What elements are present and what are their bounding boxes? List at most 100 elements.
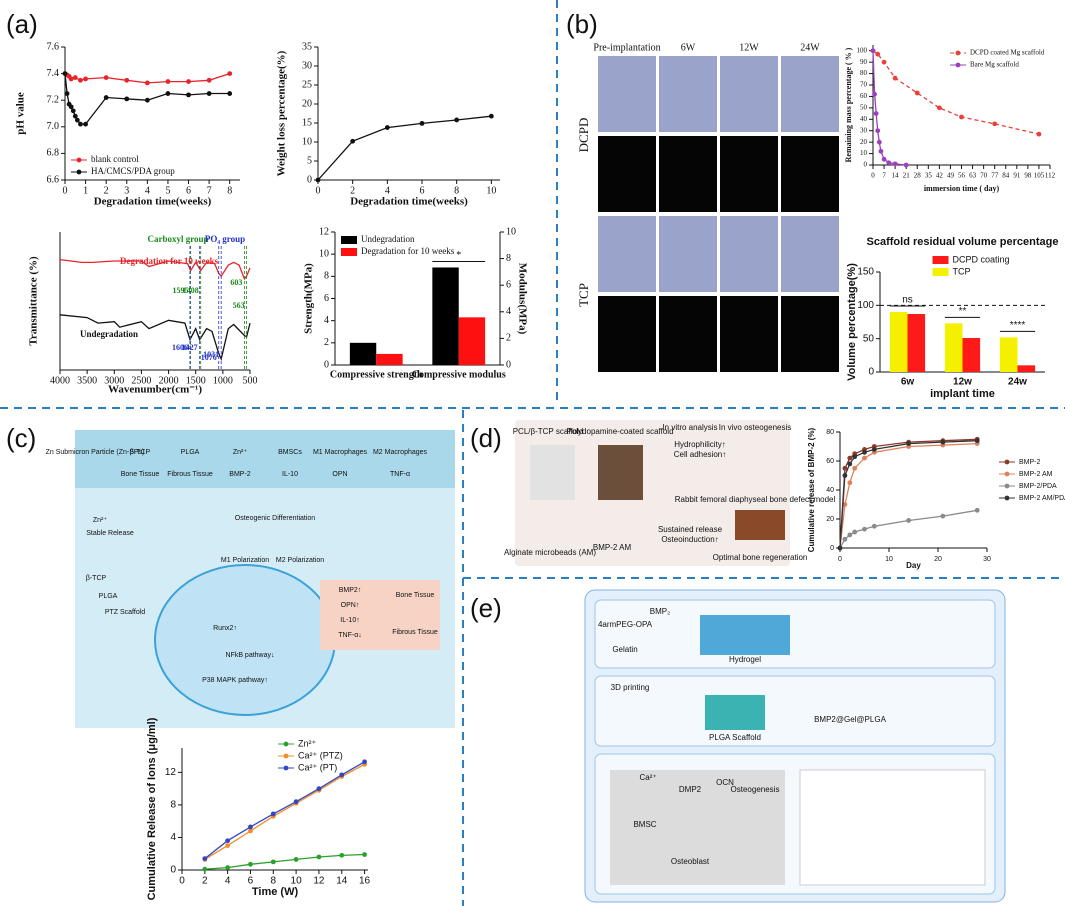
series-line (204, 853, 365, 870)
y-tick-label: 2 (324, 337, 329, 348)
photo (659, 136, 717, 212)
joints (799, 769, 986, 886)
point (362, 852, 367, 857)
bar (349, 342, 377, 365)
point (903, 162, 909, 168)
cell (154, 564, 336, 716)
significance: ns (902, 295, 913, 306)
x-tick-label: 20 (934, 556, 942, 563)
x-tick-label: 0 (838, 556, 842, 563)
panel-label: (e) (470, 593, 502, 623)
photo (598, 56, 656, 132)
legend-label: Bare Mg scaffold (970, 61, 1019, 69)
bone-image (735, 510, 785, 540)
point (881, 156, 887, 162)
photo (720, 296, 778, 372)
y-axis-title: Volume percentage(%) (846, 263, 858, 381)
point (103, 75, 109, 80)
x-tick-label: 24w (1008, 377, 1027, 388)
diagram-label: OCN (716, 778, 734, 787)
x-tick-label: 8 (271, 876, 277, 887)
y2-axis-title: Modulus(MPa) (516, 263, 528, 335)
diagram-label: IL-10 (282, 471, 298, 478)
diagram-label: BMP2↑ (339, 587, 362, 594)
x-tick-label: 2500 (131, 375, 151, 386)
point (847, 461, 853, 467)
diagram-label: In vivo osteogenesis (719, 423, 792, 432)
x-tick-label: 7 (207, 185, 212, 196)
point (293, 857, 299, 862)
diagram-label: Stable Release (86, 530, 134, 537)
point (892, 75, 898, 81)
photo (720, 136, 778, 212)
legend-marker (76, 169, 82, 175)
diagram-label: Gelatin (612, 645, 637, 654)
x-tick-label: 30 (983, 556, 991, 563)
y-tick-label: 60 (826, 458, 834, 465)
y-tick-label: 60 (860, 92, 868, 100)
x-axis-title: Time (W) (252, 886, 299, 898)
point (959, 114, 964, 120)
x-axis-title: Wavenumber(cm⁻¹) (108, 384, 202, 396)
point (454, 117, 460, 123)
y-tick-label: 6 (324, 293, 329, 304)
series-line (872, 50, 907, 166)
x-tick-label: 105 (1034, 172, 1045, 180)
legend-label: Degradation for 10 weeks (361, 246, 455, 256)
x-tick-label: 77 (991, 172, 999, 180)
y-tick-label: 7.6 (47, 41, 60, 52)
diagram-label: M2 Polarization (276, 557, 324, 564)
point (225, 865, 231, 870)
y-tick-label: 8 (170, 800, 176, 811)
legend-label: HA/CMCS/PDA group (91, 166, 175, 176)
point (339, 852, 345, 858)
diagram-label: β-TCP (86, 575, 107, 582)
point (316, 786, 322, 792)
legend-marker (1004, 495, 1010, 501)
photo (659, 296, 717, 372)
point (862, 526, 867, 532)
legend-marker (283, 753, 289, 759)
point (914, 90, 920, 96)
panel-label: (b) (566, 9, 598, 39)
point (270, 811, 276, 817)
point (878, 148, 884, 154)
legend-marker (955, 50, 961, 56)
diagram-label: Hydrophilicity↑ (674, 440, 726, 449)
series-line (59, 258, 251, 281)
point (936, 105, 942, 111)
y-tick-label: 15 (302, 117, 312, 128)
diagram-label: Runx2↑ (213, 625, 237, 632)
diagram-label: Fibrous Tissue (167, 471, 213, 478)
bar (376, 353, 403, 365)
point (837, 545, 843, 551)
x-tick-label: 2 (104, 185, 109, 196)
point (293, 799, 299, 805)
x-tick-label: 10 (486, 185, 496, 196)
diagram-label: Polydopamine-coated scaffold (566, 427, 673, 436)
x-tick-label: 56 (958, 172, 966, 180)
photo (720, 216, 778, 292)
point (992, 121, 998, 127)
point (165, 79, 171, 84)
photo (781, 296, 839, 372)
series-line (872, 50, 1040, 135)
photo (781, 56, 839, 132)
x-tick-label: 98 (1024, 172, 1032, 180)
point (940, 513, 946, 519)
diagram-label: Bone Tissue (396, 592, 435, 599)
point (72, 75, 78, 80)
point (83, 76, 88, 82)
diagram-label: Osteogenesis (731, 785, 780, 794)
point (144, 80, 150, 86)
point (362, 759, 367, 765)
legend-marker (1004, 471, 1010, 477)
point (206, 91, 212, 96)
photo (659, 216, 717, 292)
diagram-label: BMP-2 AM (593, 543, 632, 552)
legend-marker (76, 157, 82, 163)
diagram-texts: Zn Submicron Particle (Zn-SPs)β-TCP PLGA Z… (46, 423, 887, 866)
diagram-label: OPN (332, 471, 347, 478)
y-tick-label: 80 (860, 69, 868, 77)
series-line (204, 763, 365, 860)
